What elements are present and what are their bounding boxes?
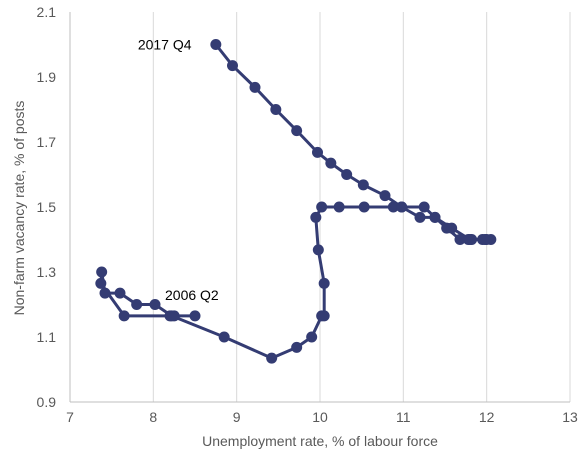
annotation-label: 2006 Q2 xyxy=(165,287,219,303)
data-point xyxy=(358,201,370,213)
data-point xyxy=(446,222,458,234)
data-point xyxy=(291,125,303,137)
data-point xyxy=(270,104,282,115)
data-point xyxy=(454,234,466,245)
x-tick-label: 7 xyxy=(66,409,74,425)
data-point xyxy=(357,179,369,191)
y-tick-label: 1.3 xyxy=(37,264,57,280)
x-tick-label: 13 xyxy=(562,409,578,425)
data-point xyxy=(312,244,324,256)
series-line xyxy=(99,43,493,360)
data-point xyxy=(227,60,238,72)
x-tick-label: 11 xyxy=(396,409,411,425)
data-point xyxy=(306,331,318,343)
data-point xyxy=(312,146,323,158)
data-point xyxy=(189,310,201,322)
y-tick-label: 0.9 xyxy=(37,394,57,410)
series xyxy=(95,39,497,364)
data-point xyxy=(316,201,328,213)
data-point xyxy=(291,341,303,353)
data-point xyxy=(387,201,399,213)
data-point xyxy=(318,310,330,322)
x-tick-label: 10 xyxy=(312,409,328,425)
data-point xyxy=(341,169,353,180)
data-point xyxy=(379,190,391,202)
data-point xyxy=(325,157,337,169)
data-point xyxy=(418,201,430,213)
y-axis-title: Non-farm vacancy rate, % of posts xyxy=(11,101,27,316)
data-point xyxy=(318,277,330,289)
x-tick-label: 12 xyxy=(479,409,495,425)
x-tick-label: 9 xyxy=(233,409,241,425)
data-point xyxy=(95,277,107,289)
data-point xyxy=(310,211,322,223)
annotation-label: 2017 Q4 xyxy=(138,37,192,53)
data-point xyxy=(266,352,278,364)
y-tick-label: 1.9 xyxy=(37,69,57,85)
data-point xyxy=(166,310,178,322)
data-point xyxy=(131,299,143,310)
data-point xyxy=(218,331,230,343)
annotations: 2017 Q4 2006 Q2 xyxy=(138,37,219,303)
data-point xyxy=(149,299,161,310)
data-point xyxy=(249,81,261,93)
data-point xyxy=(414,211,426,223)
data-point xyxy=(118,310,130,322)
y-tick-label: 1.1 xyxy=(37,329,57,345)
data-point xyxy=(429,211,441,223)
y-tick-label: 1.7 xyxy=(37,134,57,150)
y-tick-label: 2.1 xyxy=(37,4,57,20)
y-tick-label: 1.5 xyxy=(37,199,57,215)
data-point xyxy=(464,234,476,245)
x-axis-title: Unemployment rate, % of labour force xyxy=(202,433,438,449)
data-point xyxy=(479,234,491,245)
tick-labels: 7 8 9 10 11 12 13 0.9 1.1 1.3 1.5 1.7 1.9 2.1 xyxy=(37,4,578,425)
data-point xyxy=(210,39,222,50)
axes xyxy=(69,12,570,403)
data-point xyxy=(396,201,408,213)
x-tick-label: 8 xyxy=(149,409,157,425)
data-point xyxy=(99,287,111,299)
data-point xyxy=(96,266,108,278)
data-point xyxy=(114,287,126,299)
data-point xyxy=(333,201,345,213)
